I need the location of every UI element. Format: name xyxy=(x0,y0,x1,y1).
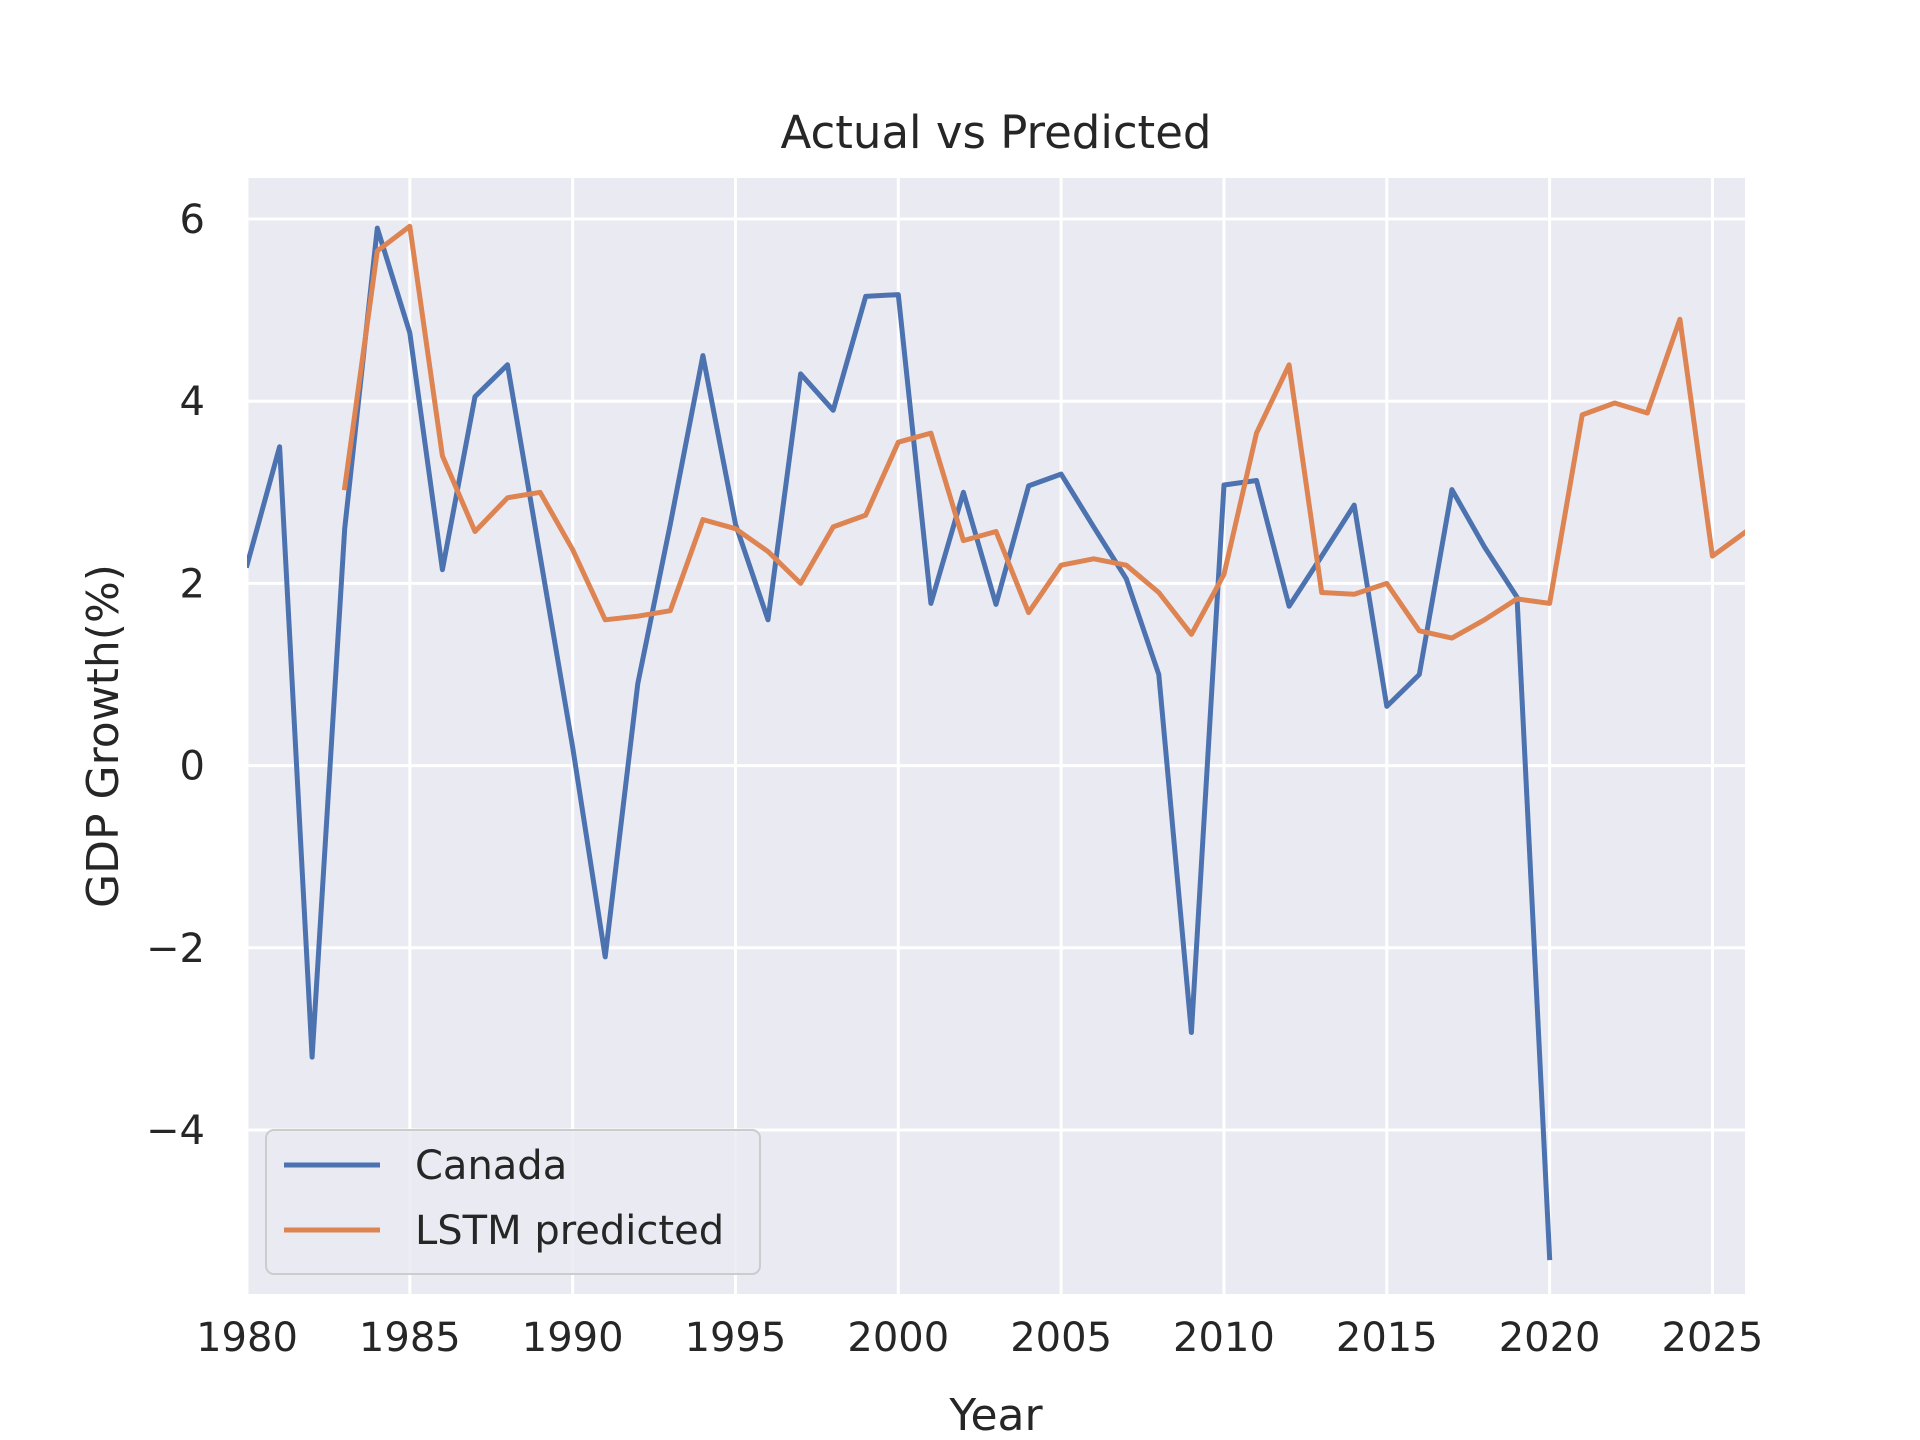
x-tick-label: 2020 xyxy=(1499,1315,1601,1361)
tick-labels: 1980 1985 1990 1995 2000 2005 2010 2015 2020 2025… xyxy=(146,197,1763,1361)
legend-label-canada: Canada xyxy=(415,1143,567,1189)
y-tick-label: 2 xyxy=(180,561,205,607)
x-tick-label: 1995 xyxy=(685,1315,787,1361)
legend-label-lstm: LSTM predicted xyxy=(415,1208,724,1254)
y-tick-label: 0 xyxy=(180,744,205,790)
x-tick-label: 1985 xyxy=(359,1315,461,1361)
y-tick-label: −4 xyxy=(146,1108,205,1154)
x-tick-label: 2015 xyxy=(1336,1315,1438,1361)
y-tick-label: 4 xyxy=(180,379,205,425)
series-layer xyxy=(247,223,1745,1261)
y-axis-label: GDP Growth(%) xyxy=(78,564,129,908)
x-tick-label: 2025 xyxy=(1662,1315,1764,1361)
series-line-lstm-predicted xyxy=(341,223,1745,641)
legend-box xyxy=(265,1129,761,1275)
y-tick-label: −2 xyxy=(146,926,205,972)
x-tick-label: 2010 xyxy=(1173,1315,1275,1361)
legend: Canada LSTM predicted xyxy=(265,1129,761,1275)
series-line-canada xyxy=(247,225,1553,1261)
x-axis-label: Year xyxy=(948,1390,1043,1440)
x-tick-label: 2000 xyxy=(847,1315,949,1361)
plot-area xyxy=(247,178,1745,1294)
y-tick-label: 6 xyxy=(180,197,205,243)
x-tick-label: 1990 xyxy=(522,1315,624,1361)
x-tick-label: 2005 xyxy=(1010,1315,1112,1361)
x-tick-label: 1980 xyxy=(196,1315,298,1361)
chart-title: Actual vs Predicted xyxy=(781,106,1212,159)
